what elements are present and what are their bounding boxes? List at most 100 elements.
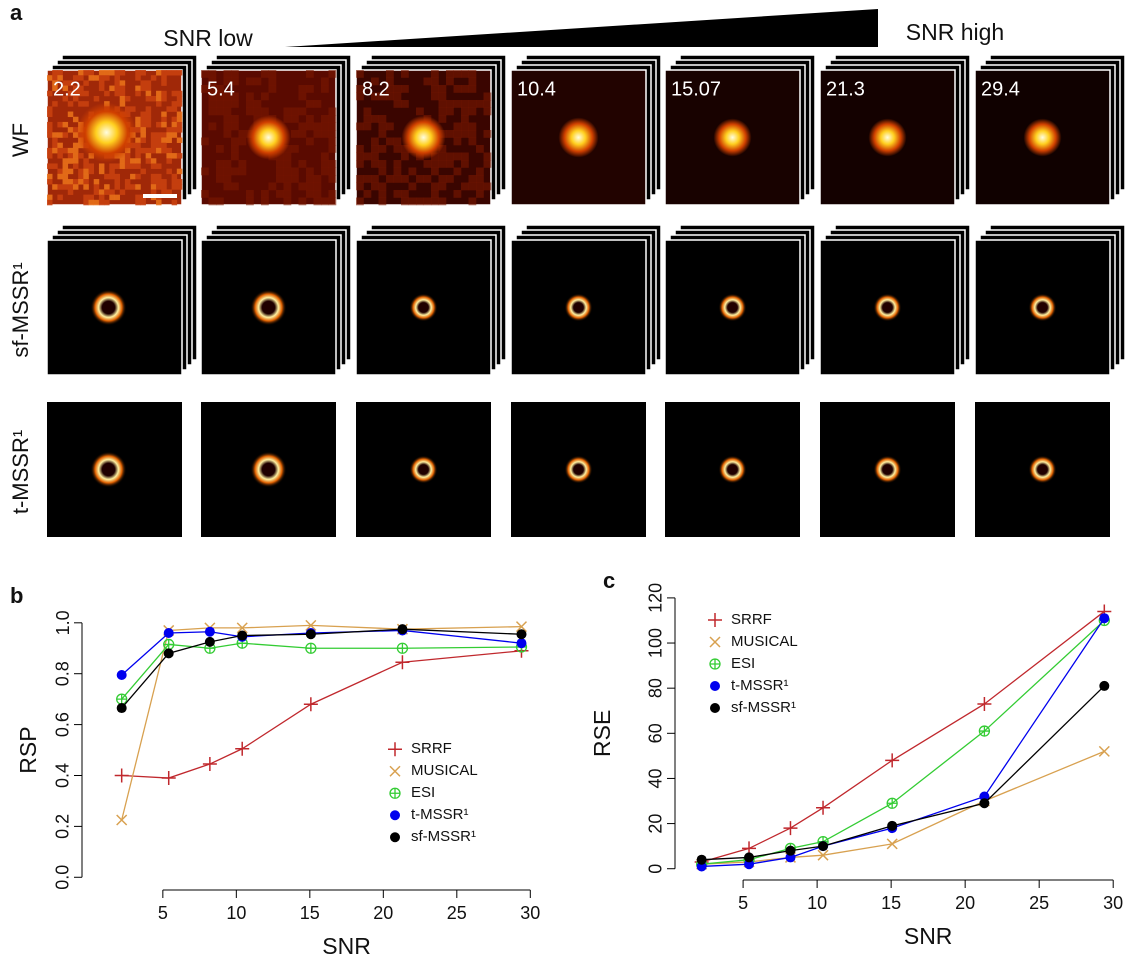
noise-pixel [47, 127, 53, 133]
noise-pixel [130, 173, 136, 180]
noise-pixel [62, 168, 69, 175]
noise-pixel [476, 145, 484, 153]
noise-pixel [176, 90, 183, 97]
noise-pixel [216, 100, 224, 108]
noise-pixel [88, 199, 95, 206]
noise-pixel [461, 122, 469, 131]
noise-pixel [238, 137, 247, 146]
legend-label: sf-MSSR¹ [731, 699, 796, 716]
noise-pixel [83, 101, 89, 107]
noise-pixel [371, 160, 379, 168]
noise-pixel [119, 95, 126, 102]
noise-pixel [238, 130, 247, 138]
noise-pixel [135, 158, 141, 164]
noise-pixel [166, 168, 172, 175]
marker [236, 622, 248, 634]
noise-pixel [438, 175, 447, 183]
noise-pixel [140, 121, 146, 128]
noise-pixel [321, 197, 329, 206]
marker [887, 820, 898, 831]
noise-pixel [156, 184, 162, 190]
noise-pixel [57, 70, 63, 76]
noise-pixel [283, 167, 292, 176]
noise-pixel [321, 160, 329, 168]
noise-pixel [130, 158, 136, 164]
noise-pixel [119, 101, 126, 107]
noise-pixel [67, 101, 74, 107]
legend-label: SRRF [411, 740, 452, 757]
legend-marker [710, 681, 720, 691]
legend-label: sf-MSSR¹ [411, 828, 476, 845]
noise-pixel [223, 175, 232, 183]
x-tick-label: 20 [373, 903, 393, 923]
noise-pixel [356, 152, 364, 161]
series-line [121, 642, 522, 700]
noise-pixel [378, 160, 387, 168]
noise-pixel [468, 77, 477, 86]
noise-pixel [416, 175, 424, 183]
noise-pixel [176, 127, 183, 133]
noise-pixel [98, 80, 105, 86]
noise-pixel [72, 179, 79, 185]
noise-pixel [140, 137, 146, 143]
noise-pixel [156, 147, 162, 154]
noise-pixel [124, 106, 131, 112]
noise-pixel [78, 75, 84, 81]
noise-pixel [98, 189, 105, 195]
noise-pixel [371, 175, 379, 183]
x-tick-label: 15 [881, 893, 901, 913]
noise-pixel [356, 160, 364, 168]
noise-pixel [378, 167, 387, 176]
noise-pixel [140, 127, 146, 133]
emitter-spot [558, 117, 599, 158]
noise-pixel [253, 77, 262, 86]
noise-pixel [306, 190, 314, 198]
noise-pixel [298, 85, 307, 93]
noise-pixel [313, 175, 322, 183]
noise-pixel [431, 70, 439, 78]
noise-pixel [363, 175, 372, 183]
noise-pixel [328, 190, 337, 198]
noise-pixel [328, 160, 337, 168]
noise-pixel [393, 175, 402, 183]
emitter-ring [564, 455, 593, 484]
noise-pixel [171, 101, 178, 107]
noise-pixel [356, 145, 364, 153]
noise-pixel [438, 160, 447, 168]
marker [163, 627, 174, 638]
emitter-spot [76, 102, 137, 163]
noise-pixel [246, 77, 254, 86]
noise-pixel [363, 152, 372, 161]
noise-pixel [171, 90, 178, 97]
noise-pixel [216, 197, 224, 206]
noise-pixel [114, 85, 120, 92]
noise-pixel [135, 75, 141, 81]
series-line [121, 628, 522, 709]
noise-pixel [161, 111, 167, 118]
marker [395, 655, 410, 670]
noise-pixel [393, 137, 402, 146]
noise-pixel [356, 197, 364, 206]
noise-pixel [408, 197, 417, 206]
noise-pixel [401, 70, 409, 78]
noise-pixel [124, 158, 131, 164]
legend-marker [390, 832, 400, 843]
noise-pixel [124, 184, 131, 190]
noise-pixel [283, 197, 292, 206]
noise-pixel [393, 85, 402, 93]
noise-pixel [135, 184, 141, 190]
emitter-spot [868, 118, 907, 157]
noise-pixel [161, 184, 167, 190]
noise-pixel [114, 80, 120, 86]
noise-pixel [461, 85, 469, 93]
noise-pixel [261, 197, 269, 206]
noise-pixel [47, 199, 53, 206]
noise-pixel [57, 168, 63, 175]
noise-pixel [114, 163, 120, 169]
marker [886, 838, 898, 850]
noise-pixel [261, 107, 269, 116]
emitter-ring [90, 289, 127, 326]
noise-pixel [483, 130, 492, 138]
marker [977, 696, 992, 711]
noise-pixel [223, 182, 232, 191]
